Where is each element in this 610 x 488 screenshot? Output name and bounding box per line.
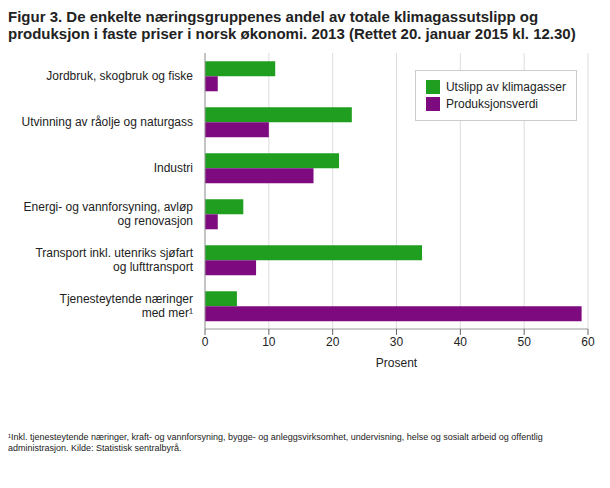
svg-text:Jordbruk, skogbruk og fiske: Jordbruk, skogbruk og fiske — [46, 69, 193, 83]
html-text:Produksjonsverdi: Produksjonsverdi — [446, 97, 538, 111]
html-text:Figur 3. De enkelte næringsgru: Figur 3. De enkelte næringsgruppenes and… — [8, 8, 576, 42]
svg-text:Prosent: Prosent — [376, 356, 418, 370]
svg-text:20: 20 — [326, 335, 340, 349]
svg-text:Utvinning av råolje og naturga: Utvinning av råolje og naturgass — [22, 115, 193, 129]
svg-text:40: 40 — [454, 335, 468, 349]
html-text:Utslipp av klimagasser: Utslipp av klimagasser — [446, 80, 566, 94]
svg-text:50: 50 — [517, 335, 531, 349]
svg-text:10: 10 — [262, 335, 276, 349]
svg-text:30: 30 — [390, 335, 404, 349]
html-text:¹Inkl. tjenesteytende næringer: ¹Inkl. tjenesteytende næringer, kraft- o… — [8, 432, 543, 453]
svg-text:Industri: Industri — [154, 161, 193, 175]
svg-text:Transport inkl. utenriks sjøfa: Transport inkl. utenriks sjøfartog luftt… — [35, 246, 193, 274]
svg-text:Tjenesteytende næringermed mer: Tjenesteytende næringermed mer¹ — [60, 292, 193, 320]
svg-text:0: 0 — [202, 335, 209, 349]
svg-text:Energi- og vannforsyning, avlø: Energi- og vannforsyning, avløpog renova… — [24, 200, 194, 228]
svg-text:60: 60 — [581, 335, 595, 349]
